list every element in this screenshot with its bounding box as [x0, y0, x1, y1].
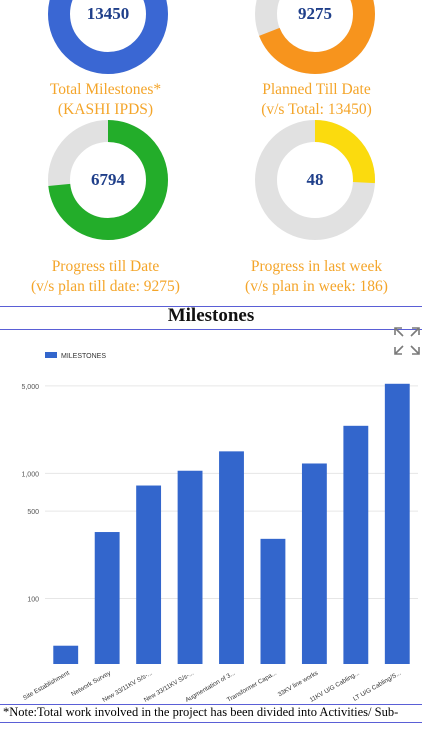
- total-milestones-caption: Total Milestones* (KASHI IPDS): [0, 80, 211, 120]
- x-tick-label: Site Establishment: [22, 670, 71, 702]
- donut-progress-arc: [48, 120, 168, 240]
- planned-till-date-caption: Planned Till Date (v/s Total: 13450): [211, 80, 422, 120]
- note-divider-bottom: [0, 722, 422, 723]
- total-milestones-donut: 13450: [46, 0, 170, 76]
- donut-progress-arc: [255, 120, 375, 240]
- bar[interactable]: [260, 538, 286, 664]
- y-tick-label: 100: [27, 597, 39, 604]
- caption-line: Progress till Date: [51, 258, 160, 275]
- x-tick-label: 33KV line works: [277, 670, 320, 699]
- section-title: Milestones: [167, 305, 255, 326]
- expand-icon[interactable]: [393, 326, 421, 356]
- bar[interactable]: [219, 451, 244, 664]
- donut-value: 48: [306, 170, 324, 189]
- donut-value: 9275: [298, 4, 332, 23]
- y-tick-label: 5,000: [21, 384, 39, 391]
- progress-last-week-donut: 48: [253, 118, 377, 242]
- donut-ring: [48, 120, 168, 240]
- bar[interactable]: [136, 485, 162, 664]
- caption-line: (v/s plan till date: 9275): [31, 278, 180, 295]
- caption-line: Planned Till Date: [262, 81, 371, 98]
- bar[interactable]: [53, 645, 79, 664]
- y-tick-label: 1,000: [21, 471, 39, 478]
- x-tick-label: Network Survey: [70, 669, 113, 698]
- footnote: *Note:Total work involved in the project…: [3, 705, 399, 719]
- donut-value: 13450: [86, 4, 130, 23]
- y-tick-label: 500: [27, 509, 39, 516]
- donut-ring: [255, 120, 375, 240]
- progress-till-date-donut: 6794: [46, 118, 170, 242]
- donut-ring: [48, 0, 168, 74]
- donut-ring: [255, 0, 375, 74]
- caption-line: Progress in last week: [250, 258, 383, 275]
- note-divider: [0, 704, 422, 705]
- milestones-bar-chart: 100 500 1,000 5,000 MILESTONES Site Establish…: [21, 352, 418, 702]
- donut-progress-arc: [48, 0, 168, 74]
- progress-till-date-caption: Progress till Date (v/s plan till date: …: [0, 257, 211, 297]
- planned-till-date-donut: 9275: [253, 0, 377, 76]
- caption-line: Total Milestones*: [49, 81, 162, 98]
- bar[interactable]: [384, 383, 410, 664]
- bar[interactable]: [177, 470, 203, 664]
- caption-line: (v/s plan in week: 186): [245, 278, 388, 295]
- section-divider-top: [0, 306, 422, 307]
- legend-swatch: [45, 352, 57, 358]
- legend-label: MILESTONES: [61, 353, 106, 360]
- donut-value: 6794: [91, 170, 125, 189]
- donut-progress-arc: [255, 0, 375, 74]
- bar[interactable]: [343, 425, 369, 664]
- section-divider: [0, 329, 422, 330]
- bar[interactable]: [94, 532, 120, 664]
- progress-last-week-caption: Progress in last week (v/s plan in week:…: [211, 257, 422, 297]
- caption-line: (v/s Total: 13450): [261, 101, 372, 118]
- caption-line: (KASHI IPDS): [57, 101, 154, 118]
- bar[interactable]: [301, 463, 327, 664]
